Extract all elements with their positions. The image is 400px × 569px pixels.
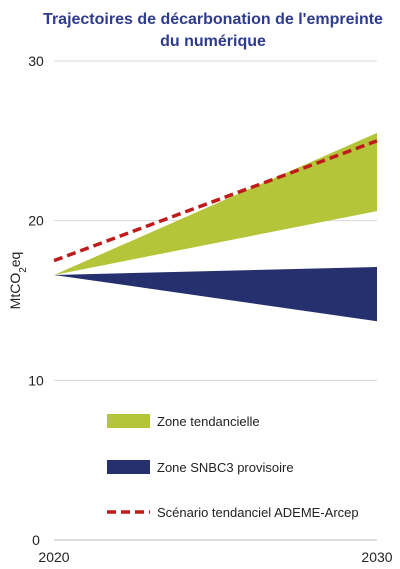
y-tick-label-10: 10 — [28, 372, 44, 388]
band-zone-snbc3-provisoire — [54, 266, 377, 322]
y-tick-label-20: 20 — [28, 213, 44, 229]
chart-title: Trajectoires de décarbonation de l'empre… — [43, 11, 383, 50]
chart-title-line-2: du numérique — [160, 33, 266, 50]
band-zone-tendancielle — [54, 132, 377, 275]
legend-label-zone-snbc3-provisoire: Zone SNBC3 provisoire — [157, 460, 294, 475]
x-tick-label-2030: 2030 — [361, 549, 392, 565]
y-axis-ticks: 0 10 20 30 — [28, 53, 44, 548]
x-axis-ticks: 2020 2030 — [38, 549, 392, 565]
legend-item-zone-snbc3-provisoire: Zone SNBC3 provisoire — [107, 460, 294, 475]
chart-title-line-1: Trajectoires de décarbonation de l'empre… — [43, 11, 383, 28]
x-tick-label-2020: 2020 — [38, 549, 69, 565]
legend-label-sc-nario-tendanciel-ademe-arcep: Scénario tendanciel ADEME-Arcep — [157, 505, 359, 520]
y-axis-label: MtCO2eq — [7, 252, 29, 310]
legend-label-zone-tendancielle: Zone tendancielle — [157, 414, 260, 429]
legend-item-zone-tendancielle: Zone tendancielle — [107, 414, 260, 429]
y-tick-label-0: 0 — [32, 532, 40, 548]
legend-swatch-zone-tendancielle — [107, 414, 150, 428]
legend: Zone tendancielle Zone SNBC3 provisoire Sc… — [107, 414, 359, 520]
line-sc-nario-tendanciel-ademe-arcep — [53, 139, 378, 263]
legend-item-sc-nario-tendanciel-ademe-arcep: Scénario tendanciel ADEME-Arcep — [107, 505, 359, 520]
y-tick-label-30: 30 — [28, 53, 44, 69]
series-group — [53, 132, 378, 322]
legend-swatch-zone-snbc3-provisoire — [107, 460, 150, 474]
